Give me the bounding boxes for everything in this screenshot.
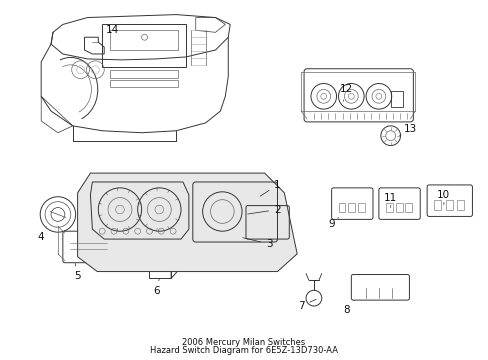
Text: 10: 10	[436, 190, 449, 204]
Text: 7: 7	[297, 299, 316, 311]
Bar	[338, 203, 345, 212]
Bar	[110, 80, 178, 87]
Bar	[78, 245, 95, 257]
Bar	[433, 200, 440, 210]
Bar	[347, 203, 355, 212]
Text: 8: 8	[343, 300, 354, 315]
Polygon shape	[78, 173, 297, 271]
Bar	[110, 70, 178, 78]
Text: 2006 Mercury Milan Switches: 2006 Mercury Milan Switches	[182, 338, 305, 347]
Bar	[385, 203, 392, 212]
Bar	[358, 203, 365, 212]
Bar	[390, 91, 402, 107]
Bar	[445, 200, 452, 210]
Bar	[405, 203, 411, 212]
Text: 13: 13	[399, 124, 416, 136]
Text: 6: 6	[153, 278, 160, 296]
Text: 4: 4	[38, 227, 47, 242]
Text: 1: 1	[260, 180, 280, 196]
Text: 2: 2	[247, 204, 280, 215]
Bar	[395, 203, 402, 212]
Text: 14: 14	[102, 25, 119, 40]
Text: 11: 11	[383, 193, 397, 208]
Text: 9: 9	[327, 217, 338, 229]
Text: 5: 5	[74, 264, 81, 282]
Text: 3: 3	[242, 238, 272, 249]
Bar	[149, 259, 171, 278]
Text: 12: 12	[339, 84, 352, 101]
Bar	[456, 200, 463, 210]
Text: Hazard Switch Diagram for 6E5Z-13D730-AA: Hazard Switch Diagram for 6E5Z-13D730-AA	[150, 346, 337, 355]
